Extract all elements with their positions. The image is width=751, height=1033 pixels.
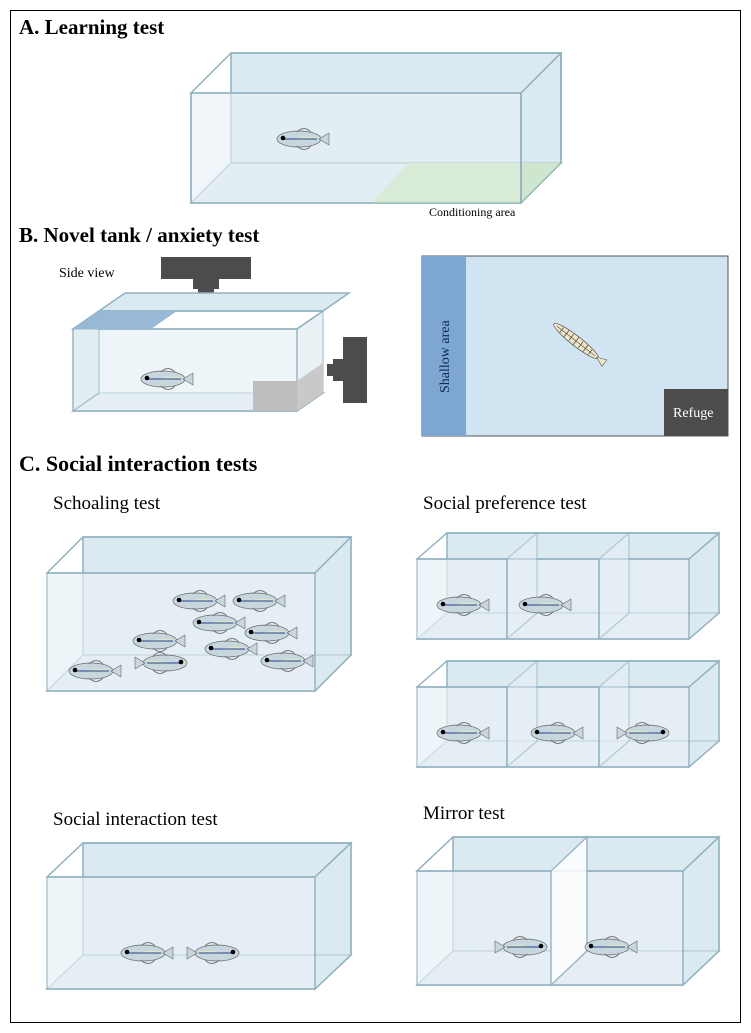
social-pref-label: Social preference test [423,493,587,515]
social-pref-tanks [403,523,733,783]
panel-b-sideview [43,251,393,451]
schoaling-label: Schoaling test [53,493,160,515]
mirror-label: Mirror test [423,803,505,825]
refuge-label: Refuge [673,406,713,421]
mirror-tank [403,829,733,1014]
panel-a-svg: Conditioning area [161,47,591,227]
figure-page: A. Learning test [10,10,741,1023]
social-interaction-tank [31,835,371,1015]
camera-top-icon [161,257,251,295]
panel-a-heading: A. Learning test [19,15,164,40]
shallow-shelf [73,311,177,329]
panel-b-topview: Shallow area Refuge [421,255,729,437]
social-interaction-label: Social interaction test [53,809,218,831]
camera-right-icon [327,337,367,403]
panel-b-heading: B. Novel tank / anxiety test [19,223,259,248]
conditioning-area-label: Conditioning area [429,205,516,219]
schoaling-tank [31,527,371,717]
shallow-area-label: Shallow area [438,320,453,393]
panel-c-heading: C. Social interaction tests [19,451,257,477]
